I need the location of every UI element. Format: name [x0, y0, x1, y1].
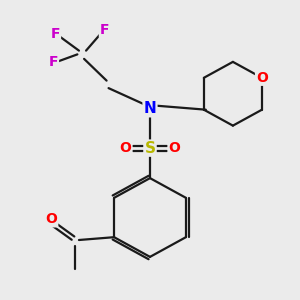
Text: F: F: [49, 55, 58, 69]
Text: O: O: [169, 141, 180, 155]
Text: O: O: [120, 141, 131, 155]
Text: O: O: [45, 212, 57, 226]
Text: F: F: [50, 27, 60, 41]
Text: F: F: [100, 23, 110, 37]
Text: O: O: [256, 71, 268, 85]
Text: N: N: [144, 101, 156, 116]
Text: S: S: [145, 141, 155, 156]
